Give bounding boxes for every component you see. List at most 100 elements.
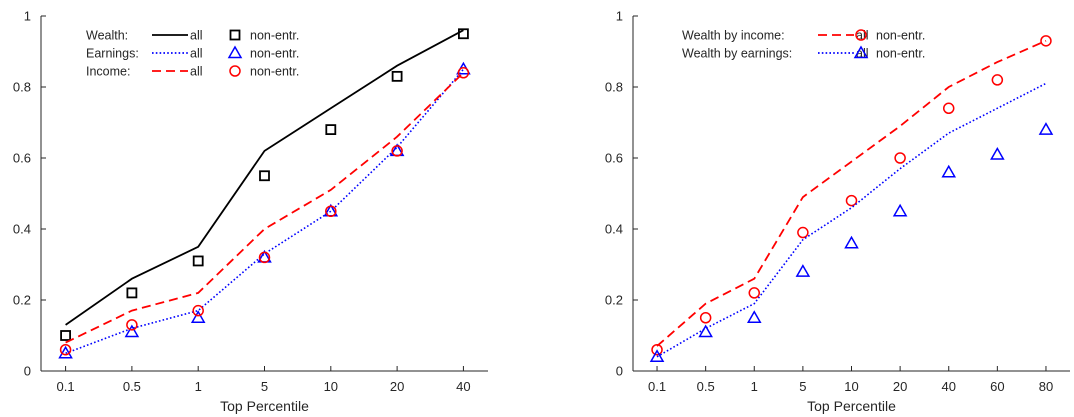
data-point-circle [894,152,906,164]
data-point-square [192,255,204,267]
data-point-circle [797,226,809,239]
data-point-triangle [941,164,957,178]
data-point-square [259,170,270,182]
legend-entry-label: non-entr. [250,65,299,79]
data-point-circle [845,194,858,207]
data-point-circle [325,205,337,217]
data-point-square [458,28,469,40]
series-1 [656,39,1047,347]
legend-marker-swatch [229,65,241,77]
y-tick-label: 0 [24,364,31,379]
series-3 [656,82,1047,358]
data-point-triangle [795,264,811,277]
data-point-triangle [844,235,859,249]
data-point-circle [651,343,663,356]
x-tick-label: 20 [893,379,907,394]
data-point-circle [1040,35,1052,47]
series-4 [649,122,1054,363]
legend-marker-swatch [853,45,869,59]
legend-marker-swatch [855,29,867,41]
legend-entry-label: all [190,29,203,43]
y-tick-label: 0.6 [605,151,623,166]
legend-group-label: Earnings: [86,47,139,61]
x-tick-label: 40 [456,379,470,394]
series-line [65,29,464,326]
x-tick-label: 40 [941,379,955,394]
data-point-circle [258,251,271,264]
data-point-triangle [990,146,1005,160]
data-point-circle [126,319,138,331]
data-point-circle [391,145,403,157]
series-2 [651,35,1052,356]
legend-entry-label: non-entr. [876,47,925,61]
data-point-circle [991,74,1004,86]
y-tick-label: 0.4 [13,222,31,237]
y-tick-label: 0.2 [605,293,623,308]
series-4 [58,61,471,359]
data-point-triangle [58,345,73,359]
chart-panel-2: 0 0.2 0.4 0.6 0.8 1 0.1 0.5 1 5 10 20 40 60 80 Top Perc… [605,9,1070,414]
x-tick-label: 0.5 [697,379,715,394]
legend-group-label: Wealth: [86,29,128,43]
data-point-square [325,124,337,135]
legend: Wealth by income: all non-entr.Wealth by e… [682,29,925,61]
y-tick-label: 0.4 [605,222,623,237]
y-tick-label: 0.8 [605,80,623,95]
data-point-circle [942,102,955,115]
x-tick-label: 20 [390,379,404,394]
data-point-circle [699,312,712,324]
series-line [65,68,465,355]
y-tick-label: 0.2 [13,293,31,308]
data-point-circle [192,304,204,317]
series-1 [65,29,464,326]
y-tick-label: 0 [616,364,623,379]
y-tick-label: 0.8 [13,80,31,95]
x-tick-label: 0.1 [648,379,666,394]
x-tick-label: 10 [844,379,858,394]
y-tick-label: 1 [24,9,31,24]
y-tick-label: 1 [616,9,623,24]
data-point-square [126,287,138,299]
x-tick-label: 0.5 [123,379,141,394]
series-6 [59,67,470,356]
legend-entry-label: all [190,47,203,61]
series-line [656,82,1047,358]
legend-entry-label: non-entr. [250,29,299,43]
legend-group-label: Income: [86,65,130,79]
x-tick-label: 10 [324,379,338,394]
series-5 [65,72,465,344]
x-axis-label: Top Percentile [807,398,896,414]
data-point-triangle [649,349,665,363]
x-tick-label: 1 [195,379,202,394]
legend-group-label: Wealth by earnings: [682,47,792,61]
series-line [656,39,1047,347]
chart-panel-1: 0 0.2 0.4 0.6 0.8 1 0.1 0.5 1 5 10 20 40 Top Percenti… [13,9,488,414]
data-point-circle [457,67,470,79]
x-tick-label: 0.1 [57,379,75,394]
data-point-triangle [190,310,206,323]
x-tick-label: 1 [751,379,758,394]
legend-marker-swatch [229,29,241,41]
legend: Wealth: all non-entr. Earnings: all non-entr.… [86,29,299,79]
data-point-square [391,70,403,82]
data-point-triangle [892,203,908,217]
series-2 [60,28,469,341]
y-tick-label: 0.6 [13,151,31,166]
x-tick-label: 5 [799,379,806,394]
data-point-triangle [124,324,140,338]
x-tick-label: 5 [261,379,268,394]
x-tick-label: 60 [990,379,1004,394]
x-tick-label: 80 [1039,379,1053,394]
x-axis-label: Top Percentile [220,398,309,414]
legend-entry-label: non-entr. [250,47,299,61]
data-point-circle [59,343,72,356]
series-line [65,72,465,344]
legend-marker-swatch [227,45,243,59]
data-point-triangle [746,310,762,323]
series-3 [65,68,465,355]
legend-entry-label: non-entr. [876,29,925,43]
data-point-square [60,330,71,341]
data-point-circle [748,287,761,299]
data-point-triangle [698,324,713,338]
